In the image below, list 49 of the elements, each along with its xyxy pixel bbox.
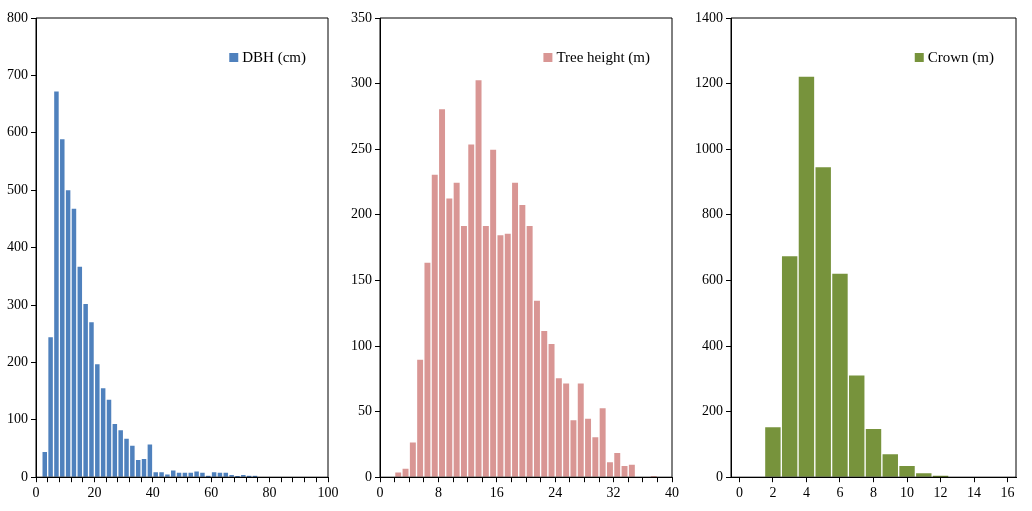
y-tick-label: 700 [7,67,28,83]
x-tick-label: 8 [434,485,442,501]
y-tick-label: 50 [358,403,372,419]
y-tick-label: 600 [702,272,723,288]
y-tick-label: 200 [7,354,28,370]
y-tick-label: 200 [351,206,372,222]
x-tick-label: 32 [606,485,621,501]
legend-label: DBH (cm) [242,48,307,66]
y-tick-label: 800 [702,206,723,222]
x-tick-label: 6 [836,485,844,501]
x-tick-label: 0 [32,485,40,501]
x-tick-label: 16 [1000,485,1015,501]
x-tick-label: 0 [376,485,384,501]
y-tick-label: 600 [7,124,28,140]
x-tick-label: 4 [802,485,810,501]
y-tick-label: 350 [351,9,372,25]
x-tick-label: 40 [145,485,160,501]
x-tick-label: 60 [204,485,219,501]
x-tick-label: 8 [870,485,877,501]
y-tick-label: 0 [365,468,372,484]
y-tick-label: 0 [21,468,28,484]
y-tick-label: 400 [7,239,28,255]
x-tick-label: 20 [87,485,102,501]
y-tick-label: 800 [7,9,28,25]
y-tick-label: 100 [351,337,372,353]
legend-label: Crown (m) [927,48,995,66]
y-tick-label: 400 [702,337,723,353]
y-tick-label: 200 [702,403,723,419]
legend-label: Tree height (m) [556,48,651,66]
x-tick-label: 24 [548,485,563,501]
y-tick-label: 300 [351,75,372,91]
x-tick-label: 10 [900,485,915,501]
x-tick-label: 80 [262,485,277,501]
y-tick-label: 1000 [695,140,723,156]
x-tick-label: 12 [933,485,948,501]
x-tick-label: 100 [317,485,339,501]
x-tick-label: 14 [967,485,982,501]
y-tick-label: 500 [7,181,28,197]
x-tick-label: 0 [735,485,743,501]
y-tick-label: 250 [351,140,372,156]
x-tick-label: 40 [665,485,679,501]
y-tick-label: 300 [7,296,28,312]
y-tick-label: 1200 [695,75,723,91]
x-tick-label: 2 [769,485,777,501]
y-tick-label: 150 [351,272,372,288]
x-tick-label: 16 [489,485,504,501]
y-tick-label: 0 [716,468,723,484]
y-tick-label: 1400 [695,9,723,25]
y-tick-label: 100 [7,411,28,427]
